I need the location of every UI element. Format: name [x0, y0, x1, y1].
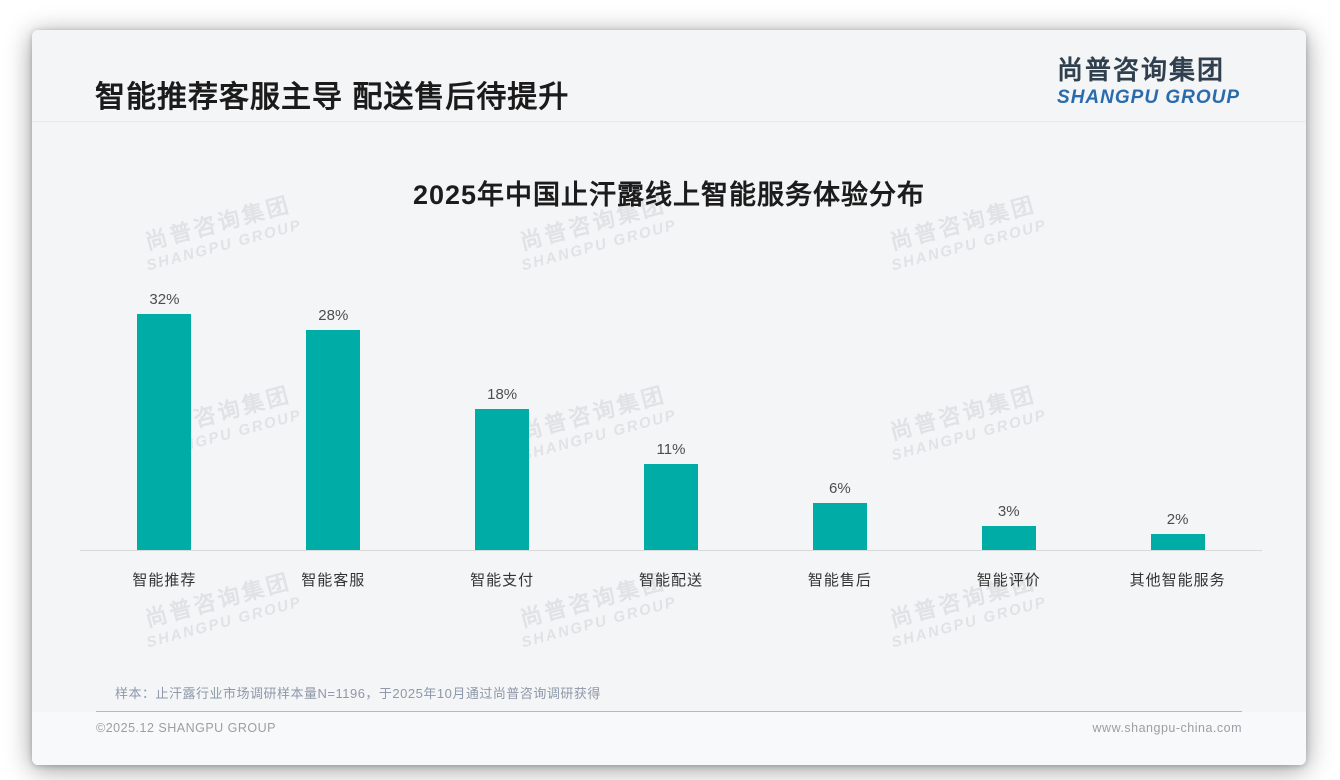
website-text: www.shangpu-china.com	[1092, 721, 1242, 735]
bars-row: 32% 28% 18% 11% 6% 3% 2%	[80, 291, 1262, 551]
bar-value-label: 2%	[1166, 511, 1189, 528]
bar	[644, 464, 698, 550]
footer-strip	[32, 712, 1306, 765]
category-label: 智能支付	[470, 572, 535, 589]
bar	[475, 409, 530, 550]
copyright-text: ©2025.12 SHANGPU GROUP	[96, 721, 276, 735]
bar	[137, 314, 192, 550]
bar	[812, 503, 867, 550]
bar	[1150, 534, 1205, 550]
bar-value-label: 18%	[487, 386, 518, 403]
category-label: 智能售后	[807, 572, 872, 589]
bar	[306, 330, 361, 550]
bar-column: 28%	[249, 291, 418, 550]
bar	[981, 526, 1036, 550]
bar-column: 2%	[1093, 291, 1262, 550]
bar-value-label: 28%	[318, 307, 349, 324]
bar-value-label: 6%	[829, 480, 851, 497]
bar-chart: 32% 28% 18% 11% 6% 3% 2% 智能推荐 智能客服 智能支付 智能配送 智能售后智…	[80, 291, 1262, 590]
bar-value-label: 3%	[997, 503, 1020, 520]
chart-title: 2025年中国止汗露线上智能服务体验分布	[412, 180, 926, 210]
header-divider	[32, 121, 1306, 122]
bar-column: 32%	[80, 291, 249, 550]
bar-column: 6%	[755, 291, 924, 550]
slide-card: 尚普咨询集团 SHANGPU GROUP 尚普咨询集团 SHANGPU GROUP 尚普…	[32, 30, 1306, 765]
sample-footnote: 样本：止汗露行业市场调研样本量N=1196，于2025年10月通过尚普咨询调研获…	[115, 686, 601, 701]
bar-value-label: 11%	[656, 441, 686, 458]
company-logo: 尚普咨询集团 SHANGPU GROUP	[1057, 56, 1240, 109]
category-label: 其他智能服务	[1129, 572, 1226, 589]
footer: ©2025.12 SHANGPU GROUP www.shangpu-china…	[96, 711, 1242, 765]
bar-column: 3%	[924, 291, 1093, 550]
category-label: 智能配送	[639, 572, 704, 589]
logo-cn-text: 尚普咨询集团	[1057, 55, 1226, 85]
category-label: 智能推荐	[132, 572, 197, 589]
bar-column: 11%	[587, 291, 756, 550]
categories-row: 智能推荐 智能客服 智能支付 智能配送 智能售后 智能评价 其他智能服务	[80, 551, 1262, 590]
bar-column: 18%	[418, 291, 587, 550]
bar-value-label: 32%	[149, 291, 180, 308]
category-label: 智能评价	[976, 572, 1041, 589]
category-label: 智能客服	[301, 572, 366, 589]
logo-en-text: SHANGPU GROUP	[1057, 86, 1240, 108]
page-title: 智能推荐客服主导 配送售后待提升	[95, 81, 570, 114]
